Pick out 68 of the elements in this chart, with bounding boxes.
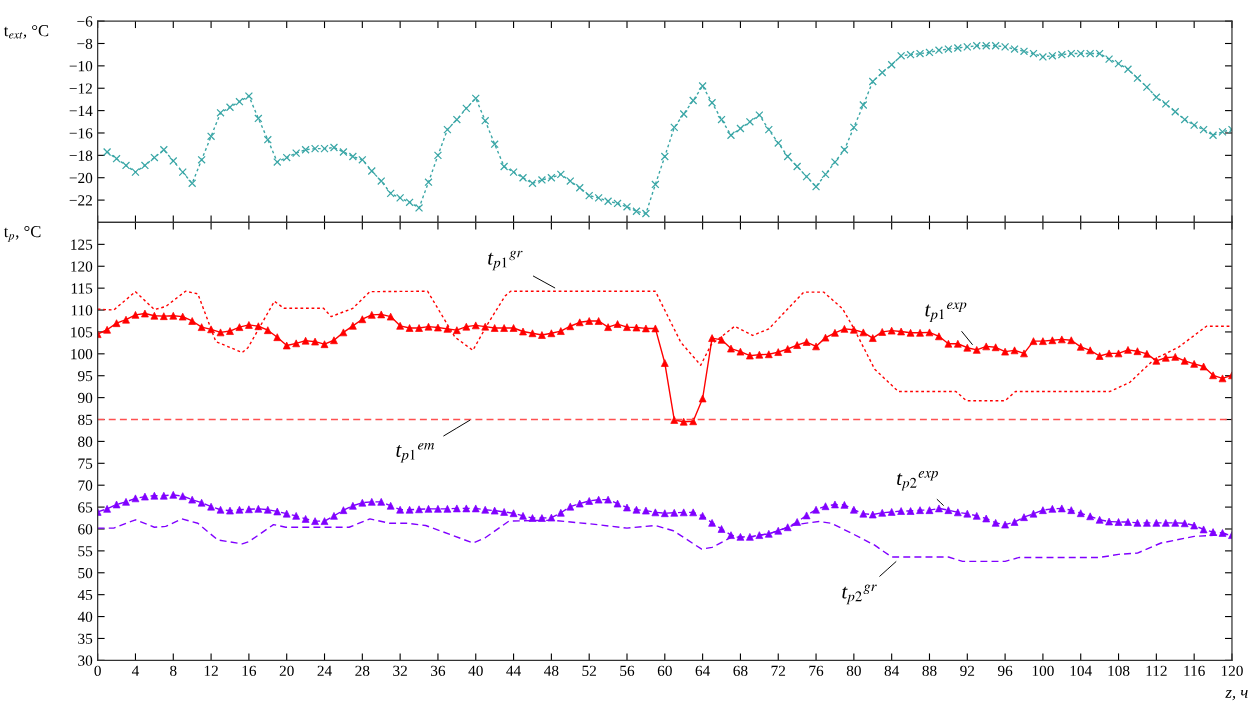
x-tick-label: 120	[1221, 665, 1243, 676]
x-tick-label: 0	[94, 665, 101, 676]
y-tick-label: 110	[71, 305, 93, 316]
y-tick-label: 120	[71, 261, 93, 272]
x-axis-title: z, ч	[1225, 689, 1248, 701]
x-tick-label: 64	[695, 665, 711, 676]
x-tick-label: 16	[242, 665, 257, 676]
y-tick-label: 125	[71, 239, 93, 250]
y-tick-label: 115	[71, 283, 93, 294]
y-tick-label: −12	[69, 83, 92, 94]
y-tick-label: 30	[78, 655, 93, 666]
x-tick-label: 40	[468, 665, 483, 676]
y-tick-label: −8	[77, 38, 93, 49]
x-tick-label: 48	[544, 665, 559, 676]
y-tick-label: 55	[78, 546, 93, 557]
y-tick-label: 90	[78, 392, 93, 404]
series-label: t$_{p1}$$^{gr}$	[488, 250, 523, 271]
y-tick-label: 85	[78, 414, 93, 425]
x-tick-label: 104	[1070, 665, 1092, 676]
y-tick-label: 100	[71, 348, 93, 360]
y-tick-label: 45	[77, 589, 93, 601]
x-tick-label: 100	[1032, 665, 1054, 676]
x-tick-label: 92	[960, 665, 975, 676]
series-label: t$_{p2}$$^{exp}$	[897, 471, 938, 491]
x-tick-label: 52	[582, 665, 596, 676]
y-tick-label: 75	[78, 458, 93, 469]
y-tick-label: −18	[69, 150, 93, 161]
x-tick-label: 76	[809, 665, 824, 676]
y-tick-label: 80	[78, 436, 93, 447]
y-tick-label: −10	[69, 61, 93, 72]
y-axis-title: t$_{p}$, °C	[3, 225, 41, 242]
ref-line-label: t$_{p1}$$^{em}$	[396, 442, 435, 463]
x-tick-label: 108	[1108, 665, 1130, 676]
x-tick-label: 80	[846, 665, 861, 676]
x-tick-label: 116	[1184, 665, 1205, 676]
x-tick-label: 4	[131, 665, 140, 676]
x-tick-label: 20	[279, 665, 294, 676]
x-tick-label: 88	[922, 665, 937, 676]
x-tick-label: 28	[355, 665, 370, 676]
y-axis-title: t$_{ext}$, °C	[3, 25, 49, 39]
series-label: t$_{p1}$$^{exp}$	[925, 302, 967, 323]
x-tick-label: 36	[431, 665, 446, 676]
y-tick-label: −6	[77, 16, 93, 27]
y-tick-label: −22	[69, 195, 92, 206]
y-tick-label: 70	[78, 480, 93, 491]
y-tick-label: −20	[69, 172, 93, 184]
y-tick-label: 60	[78, 524, 93, 535]
y-tick-label: −14	[69, 105, 93, 116]
x-tick-label: 68	[733, 665, 748, 676]
x-tick-label: 32	[393, 665, 407, 676]
x-tick-label: 72	[771, 665, 786, 676]
y-tick-label: 35	[78, 633, 93, 644]
series-label: t$_{p2}$$^{gr}$	[842, 584, 877, 605]
x-tick-label: 44	[506, 665, 521, 676]
y-tick-label: 105	[71, 327, 93, 338]
y-tick-label: −16	[69, 128, 93, 139]
x-tick-label: 56	[620, 665, 635, 676]
y-tick-label: 65	[78, 502, 93, 513]
x-tick-label: 112	[1146, 665, 1167, 676]
x-tick-label: 96	[997, 665, 1013, 676]
y-tick-label: 95	[78, 370, 93, 382]
x-tick-label: 8	[170, 665, 177, 676]
x-tick-label: 60	[657, 665, 672, 676]
y-tick-label: 40	[77, 611, 93, 623]
y-tick-label: 50	[78, 567, 93, 579]
x-tick-label: 84	[884, 665, 900, 676]
x-tick-label: 12	[204, 665, 218, 676]
x-tick-label: 24	[317, 665, 332, 676]
